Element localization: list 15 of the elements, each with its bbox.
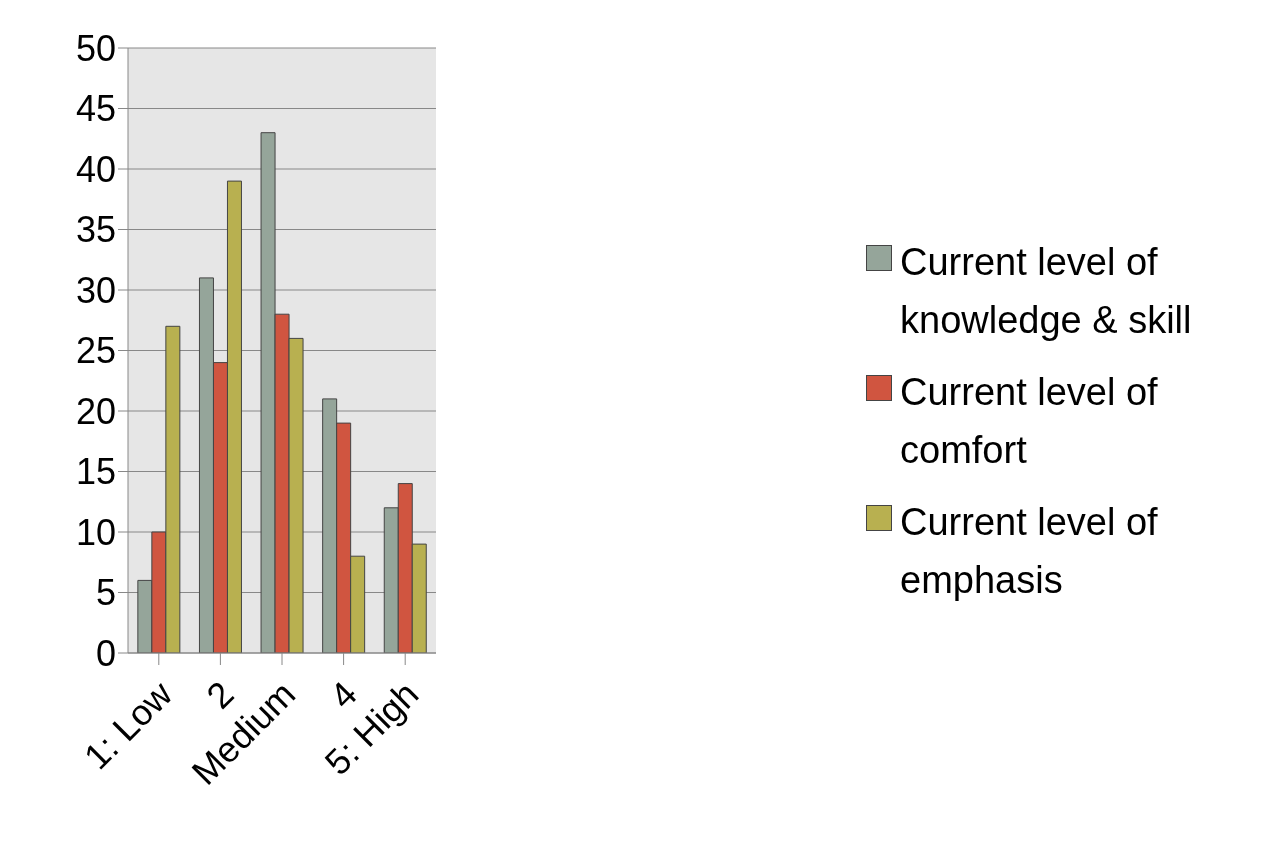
y-tick-label: 0 bbox=[95, 632, 116, 674]
y-tick-label: 50 bbox=[75, 27, 116, 69]
y-tick-label: 30 bbox=[75, 269, 116, 311]
y-tick-label: 15 bbox=[75, 451, 116, 493]
y-tick-label: 25 bbox=[75, 330, 116, 372]
x-tick-label: 1: Low bbox=[76, 672, 181, 778]
y-tick-label: 10 bbox=[75, 511, 116, 553]
legend-label: Current level of knowledge & skill bbox=[900, 240, 1193, 343]
y-tick-label: 5 bbox=[95, 572, 116, 614]
legend-label: Current level of comfort bbox=[900, 370, 1159, 473]
legend-label: Current level of emphasis bbox=[900, 500, 1159, 603]
y-tick-label: 40 bbox=[75, 148, 116, 190]
y-tick-label: 45 bbox=[75, 88, 116, 130]
y-tick-label: 20 bbox=[75, 390, 116, 432]
y-tick-label: 35 bbox=[75, 209, 116, 251]
